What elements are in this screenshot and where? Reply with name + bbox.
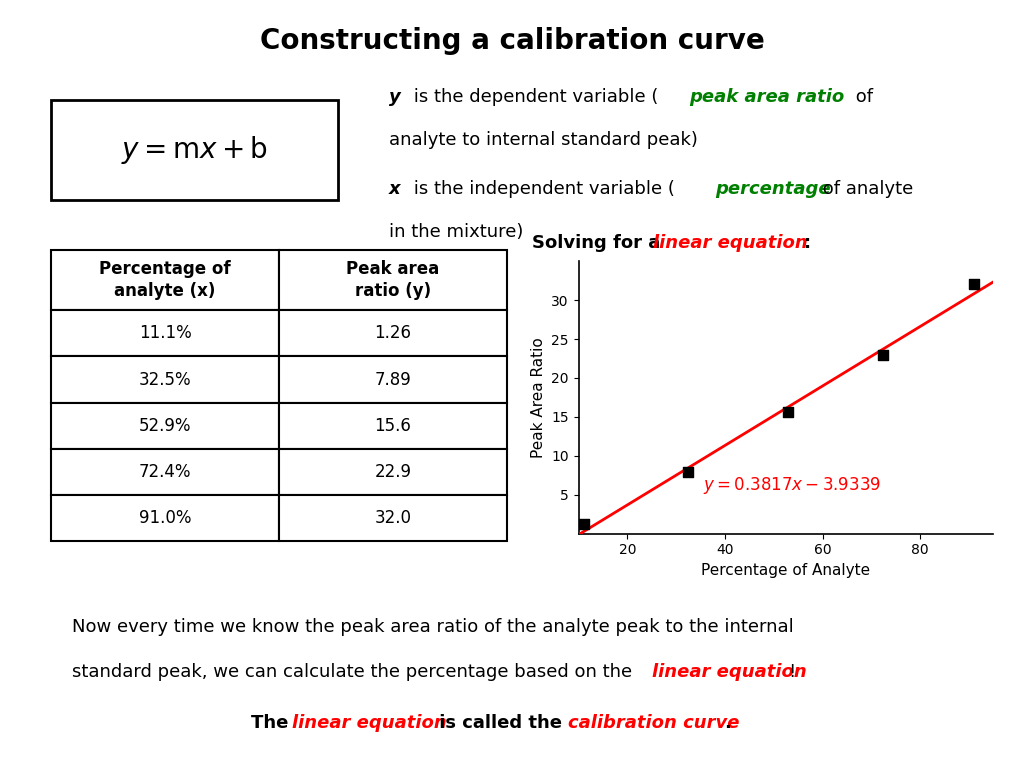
Bar <box>51 310 279 356</box>
Text: 72.4%: 72.4% <box>139 463 191 481</box>
Text: 1.26: 1.26 <box>375 324 412 343</box>
Text: Peak area
ratio (y): Peak area ratio (y) <box>346 260 439 300</box>
Text: .: . <box>724 714 731 732</box>
X-axis label: Percentage of Analyte: Percentage of Analyte <box>701 563 870 578</box>
Text: calibration curve: calibration curve <box>568 714 739 732</box>
Text: Now every time we know the peak area ratio of the analyte peak to the internal: Now every time we know the peak area rat… <box>72 618 794 636</box>
Bar <box>279 402 507 449</box>
Text: The: The <box>251 714 295 732</box>
Text: Constructing a calibration curve: Constructing a calibration curve <box>260 27 764 55</box>
Y-axis label: Peak Area Ratio: Peak Area Ratio <box>530 337 546 458</box>
Text: Percentage of
analyte (x): Percentage of analyte (x) <box>99 260 231 300</box>
Bar <box>279 356 507 402</box>
Text: is the dependent variable (: is the dependent variable ( <box>408 88 658 106</box>
Text: 32.0: 32.0 <box>375 509 412 528</box>
Bar <box>51 356 279 402</box>
Text: 11.1%: 11.1% <box>138 324 191 343</box>
Bar <box>279 310 507 356</box>
Text: 22.9: 22.9 <box>375 463 412 481</box>
Point <box>575 518 592 530</box>
Text: is called the: is called the <box>433 714 568 732</box>
Point <box>874 349 891 362</box>
Text: is the independent variable (: is the independent variable ( <box>408 180 675 198</box>
Text: of: of <box>850 88 872 106</box>
Text: 7.89: 7.89 <box>375 371 412 389</box>
Point <box>680 466 696 478</box>
Bar <box>51 402 279 449</box>
Text: y: y <box>389 88 400 106</box>
Point <box>966 278 982 290</box>
Text: 52.9%: 52.9% <box>139 417 191 435</box>
Text: linear equation: linear equation <box>652 663 807 680</box>
Text: 15.6: 15.6 <box>375 417 412 435</box>
Bar <box>279 449 507 495</box>
Text: Solving for a: Solving for a <box>532 234 667 252</box>
Bar <box>51 449 279 495</box>
Bar <box>279 250 507 310</box>
Text: !: ! <box>788 663 796 680</box>
Text: linear equation: linear equation <box>292 714 446 732</box>
Bar <box>51 495 279 541</box>
Text: 32.5%: 32.5% <box>139 371 191 389</box>
Text: percentage: percentage <box>715 180 830 198</box>
Text: 91.0%: 91.0% <box>139 509 191 528</box>
Point <box>779 406 796 419</box>
Text: standard peak, we can calculate the percentage based on the: standard peak, we can calculate the perc… <box>72 663 638 680</box>
Text: x: x <box>389 180 400 198</box>
Text: in the mixture): in the mixture) <box>389 223 523 240</box>
Text: $y = \mathrm{m}x + \mathrm{b}$: $y = \mathrm{m}x + \mathrm{b}$ <box>121 134 268 166</box>
Text: $y = 0.3817x - 3.9339$: $y = 0.3817x - 3.9339$ <box>702 475 881 495</box>
Text: linear equation: linear equation <box>653 234 808 252</box>
Text: peak area ratio: peak area ratio <box>689 88 845 106</box>
Bar <box>51 250 279 310</box>
Bar <box>279 495 507 541</box>
Text: analyte to internal standard peak): analyte to internal standard peak) <box>389 131 698 148</box>
Text: :: : <box>804 234 811 252</box>
Text: of analyte: of analyte <box>817 180 913 198</box>
